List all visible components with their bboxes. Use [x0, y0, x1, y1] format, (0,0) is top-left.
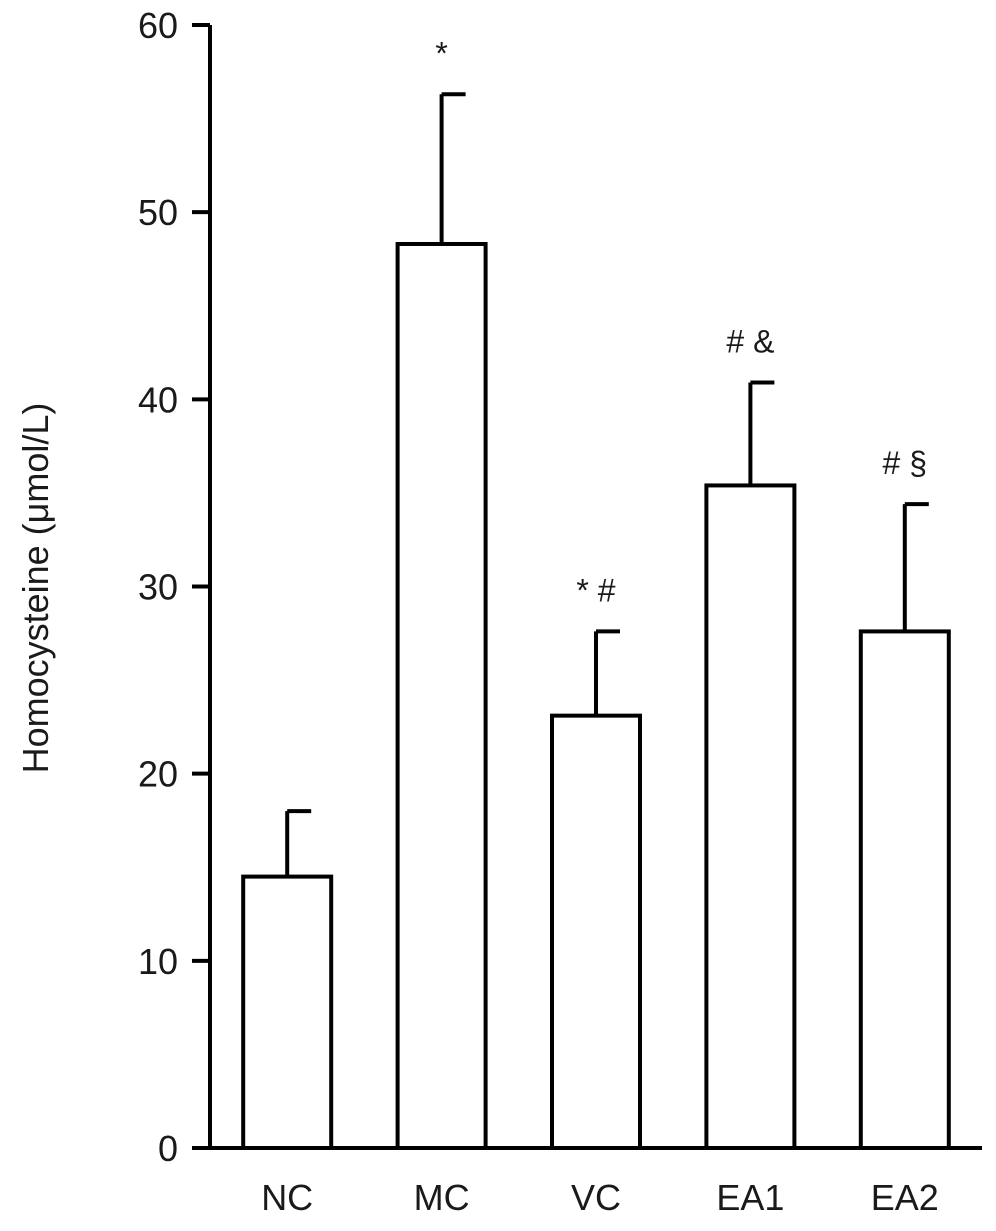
bar-ea1 [704, 483, 797, 1150]
bar-mc [395, 241, 488, 1151]
y-tick-label-40: 40 [138, 379, 178, 420]
y-tick-label-10: 10 [138, 941, 178, 982]
x-tick-label-ea1: EA1 [716, 1177, 784, 1218]
y-tick-label-30: 30 [138, 567, 178, 608]
bar-ea2 [858, 629, 951, 1150]
significance-label-vc: * # [576, 572, 615, 608]
labels-layer: NC MC * VC * # EA1 # & EA2 # § 0 10 20 30 40 50 60 [138, 5, 939, 1218]
y-tick-label-20: 20 [138, 754, 178, 795]
x-tick-label-mc: MC [414, 1177, 470, 1218]
x-tick-label-vc: VC [571, 1177, 621, 1218]
x-tick-label-nc: NC [261, 1177, 313, 1218]
bar-nc [241, 874, 334, 1150]
bar-vc [550, 713, 642, 1151]
x-tick-label-ea2: EA2 [871, 1177, 939, 1218]
y-tick-label-0: 0 [158, 1128, 178, 1169]
significance-label-ea1: # & [726, 323, 774, 359]
significance-label-mc: * [435, 35, 447, 71]
bars-layer [241, 92, 951, 1151]
axes-layer [192, 23, 982, 1150]
y-tick-label-50: 50 [138, 192, 178, 233]
y-tick-label-60: 60 [138, 5, 178, 46]
significance-label-ea2: # § [883, 445, 927, 481]
y-axis-title: Homocysteine (μmol/L) [15, 403, 56, 774]
